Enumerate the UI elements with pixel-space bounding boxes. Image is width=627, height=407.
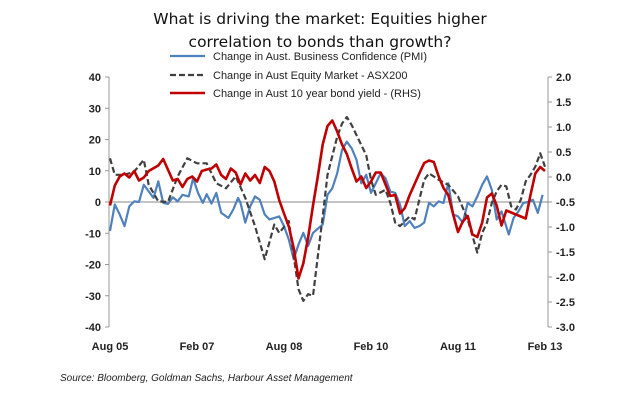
x-tick-label: Feb 13: [528, 341, 563, 353]
legend-label: Change in Aust. Business Confidence (PMI…: [213, 51, 427, 63]
x-tick-label: Feb 07: [180, 341, 215, 353]
right-tick-label: -1.5: [556, 247, 575, 259]
x-tick-label: Aug 11: [440, 341, 476, 353]
right-tick-label: -2.0: [556, 272, 575, 284]
chart-title-line-1: What is driving the market: Equities hig…: [153, 10, 487, 28]
right-tick-label: 2.0: [556, 72, 571, 84]
left-tick-label: 20: [89, 135, 101, 147]
right-tick-label: -2.5: [556, 297, 575, 309]
right-tick-label: -3.0: [556, 322, 575, 334]
left-tick-label: 10: [89, 166, 101, 178]
x-tick-label: Aug 08: [266, 341, 303, 353]
right-tick-label: -1.0: [556, 222, 575, 234]
axes: 40 30 20 10 0 -10 -20 -30 -40 2.0 1.5 1.0 0.5 0.0 -0.5…: [85, 72, 575, 353]
x-tick-label: Aug 05: [92, 341, 129, 353]
legend-label: Change in Aust Equity Market - ASX200: [213, 70, 407, 82]
series-line-bond-yield: [108, 119, 546, 280]
left-tick-label: 40: [89, 72, 101, 84]
source-note: Source: Bloomberg, Goldman Sachs, Harbou…: [60, 373, 354, 384]
right-tick-label: 1.5: [556, 97, 571, 109]
series-lines: [108, 115, 547, 302]
legend: Change in Aust. Business Confidence (PMI…: [170, 51, 427, 100]
left-tick-label: -30: [85, 291, 101, 303]
left-tick-label: 0: [95, 197, 101, 209]
right-tick-label: -0.5: [556, 197, 575, 209]
x-tick-label: Feb 10: [354, 341, 389, 353]
series-line-pmi: [108, 140, 544, 261]
left-tick-label: 30: [89, 103, 101, 115]
left-tick-label: -20: [85, 260, 101, 272]
chart-title-line-2: correlation to bonds than growth?: [189, 33, 452, 51]
series-line-asx200: [108, 115, 547, 302]
right-tick-label: 0.0: [556, 172, 571, 184]
legend-label: Change in Aust 10 year bond yield - (RHS…: [213, 88, 421, 100]
right-tick-label: 1.0: [556, 122, 571, 134]
right-tick-label: 0.5: [556, 147, 571, 159]
left-tick-label: -40: [85, 322, 101, 334]
left-tick-label: -10: [85, 228, 101, 240]
